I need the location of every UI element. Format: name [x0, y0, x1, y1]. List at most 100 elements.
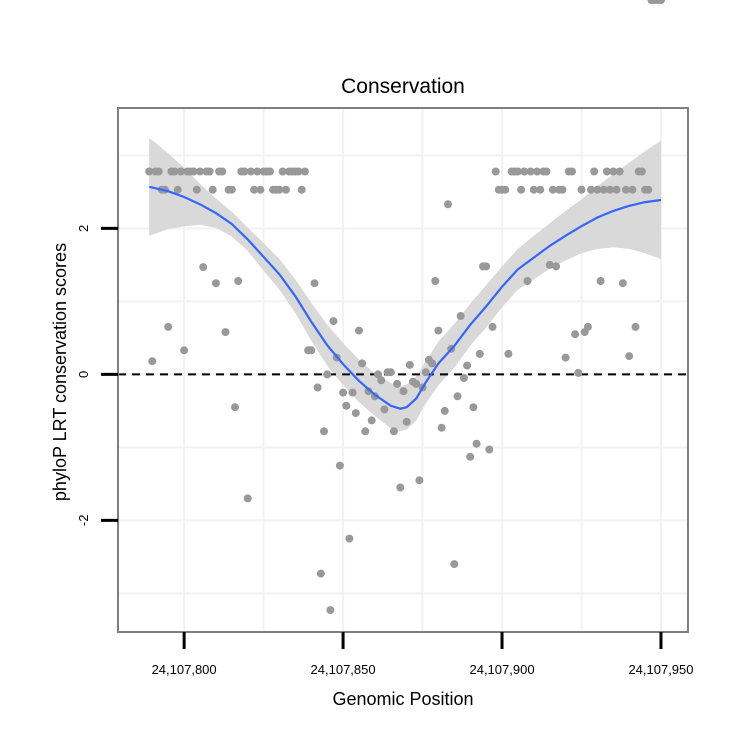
- data-point: [469, 403, 478, 412]
- data-point: [596, 277, 605, 285]
- data-point: [386, 368, 395, 377]
- data-point: [552, 262, 561, 271]
- data-point: [440, 406, 449, 415]
- data-point: [577, 185, 586, 194]
- data-point: [504, 349, 513, 358]
- data-point: [529, 185, 538, 194]
- data-point: [339, 388, 348, 397]
- data-point: [482, 262, 491, 271]
- x-tick-label: 24,107,900: [469, 662, 534, 677]
- data-point: [466, 452, 475, 461]
- data-point: [513, 167, 522, 176]
- data-point: [450, 560, 459, 569]
- data-point: [345, 534, 354, 543]
- data-point: [545, 260, 554, 269]
- data-point: [606, 185, 615, 194]
- data-point: [253, 167, 262, 176]
- data-point: [558, 185, 567, 194]
- data-point: [275, 185, 284, 194]
- data-point: [622, 185, 630, 194]
- data-point: [599, 185, 608, 194]
- data-point: [192, 185, 201, 194]
- data-point: [367, 416, 376, 425]
- data-point: [266, 167, 274, 176]
- y-axis-label: phyloP LRT conservation scores: [50, 243, 70, 501]
- data-point: [380, 405, 389, 414]
- data-point: [609, 167, 618, 176]
- data-point: [145, 167, 154, 176]
- data-point: [517, 185, 526, 194]
- data-point: [173, 185, 182, 194]
- data-point: [396, 483, 405, 492]
- x-tick-label: 24,107,800: [152, 662, 217, 677]
- data-point: [399, 387, 408, 396]
- y-axis: -2 0 2: [76, 225, 118, 526]
- x-tick-label: 24,107,850: [311, 662, 376, 677]
- data-point: [402, 417, 411, 426]
- data-point: [501, 185, 510, 194]
- data-point: [164, 322, 173, 331]
- x-axis: 24,107,800 24,107,850 24,107,900 24,107,950: [152, 632, 694, 677]
- data-point: [583, 322, 592, 331]
- data-point: [637, 167, 646, 176]
- data-point: [154, 167, 163, 176]
- data-point: [536, 185, 545, 194]
- data-point: [227, 185, 236, 194]
- data-point: [590, 167, 599, 176]
- data-point: [355, 326, 363, 335]
- data-point: [412, 379, 421, 388]
- data-point: [456, 312, 465, 320]
- data-point: [520, 167, 529, 176]
- data-point: [533, 167, 541, 176]
- data-point: [393, 379, 402, 388]
- data-point: [300, 167, 309, 176]
- data-point: [475, 349, 484, 358]
- data-point: [329, 317, 338, 326]
- data-point: [297, 185, 306, 194]
- data-point: [615, 167, 624, 176]
- data-point: [221, 328, 230, 337]
- data-point: [246, 167, 255, 176]
- data-point: [561, 353, 570, 362]
- data-point: [612, 185, 621, 194]
- data-point: [313, 383, 322, 392]
- data-point: [176, 167, 185, 176]
- data-point: [234, 277, 243, 285]
- smooth-line: [148, 185, 662, 410]
- data-point: [574, 368, 583, 377]
- data-point: [405, 360, 414, 369]
- data-point: [243, 494, 252, 503]
- data-point: [657, 0, 665, 4]
- x-axis-label: Genomic Position: [332, 689, 473, 709]
- data-point: [548, 185, 557, 194]
- data-point: [463, 361, 472, 370]
- data-point: [523, 277, 532, 285]
- data-point: [415, 476, 424, 485]
- data-point: [358, 359, 367, 368]
- data-point: [434, 326, 443, 335]
- data-point: [542, 167, 551, 176]
- data-point: [431, 277, 440, 285]
- data-point: [587, 185, 595, 194]
- data-point: [231, 403, 239, 412]
- data-point: [208, 185, 217, 194]
- smooth-curve: [148, 185, 662, 410]
- data-point: [281, 185, 290, 194]
- panel-border: [117, 107, 689, 633]
- data-point: [488, 322, 497, 331]
- y-tick-label: 0: [76, 371, 91, 378]
- data-point: [361, 427, 370, 436]
- data-points: [145, 0, 665, 615]
- data-point: [211, 279, 220, 288]
- data-point: [189, 167, 198, 176]
- data-point: [323, 370, 332, 379]
- data-point: [571, 330, 580, 339]
- data-point: [199, 263, 208, 272]
- data-point: [428, 359, 437, 368]
- data-point: [593, 185, 602, 194]
- data-point: [453, 392, 462, 401]
- x-tick-label: 24,107,950: [628, 662, 693, 677]
- data-point: [437, 423, 446, 432]
- data-point: [644, 185, 653, 194]
